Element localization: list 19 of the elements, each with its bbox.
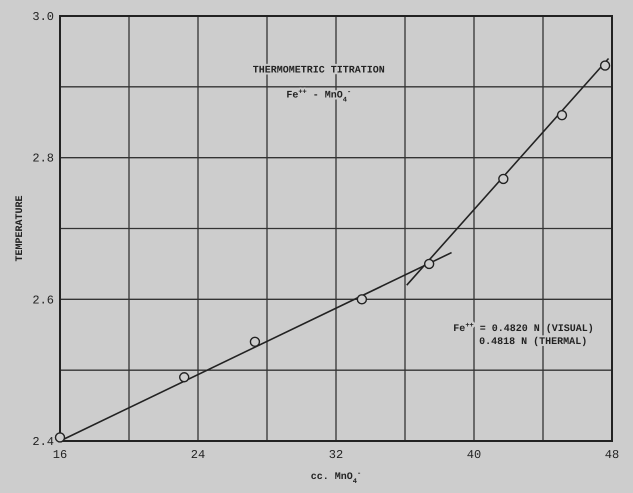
- x-tick-label: 16: [52, 448, 68, 462]
- y-tick-label: 2.6: [32, 293, 54, 308]
- point: [356, 294, 368, 305]
- point: [424, 258, 434, 270]
- y-tick-label: 3.0: [32, 10, 54, 24]
- point: [250, 336, 260, 348]
- y-axis-title: TEMPERATURE: [15, 195, 26, 262]
- x-tick-label: 32: [328, 448, 344, 462]
- point: [54, 432, 66, 443]
- y-tick-label: 2.4: [32, 435, 54, 449]
- point: [179, 372, 190, 382]
- point: [600, 60, 610, 71]
- x-tick-label: 48: [604, 448, 620, 462]
- x-tick-label: 40: [466, 448, 482, 462]
- annotation: Fe$^{++}$ = 0.4820 N (VISUAL): [453, 322, 594, 336]
- point: [498, 174, 509, 184]
- y-tick-label: 2.8: [32, 152, 54, 166]
- x-tick-label: 24: [190, 448, 206, 462]
- point: [556, 110, 568, 120]
